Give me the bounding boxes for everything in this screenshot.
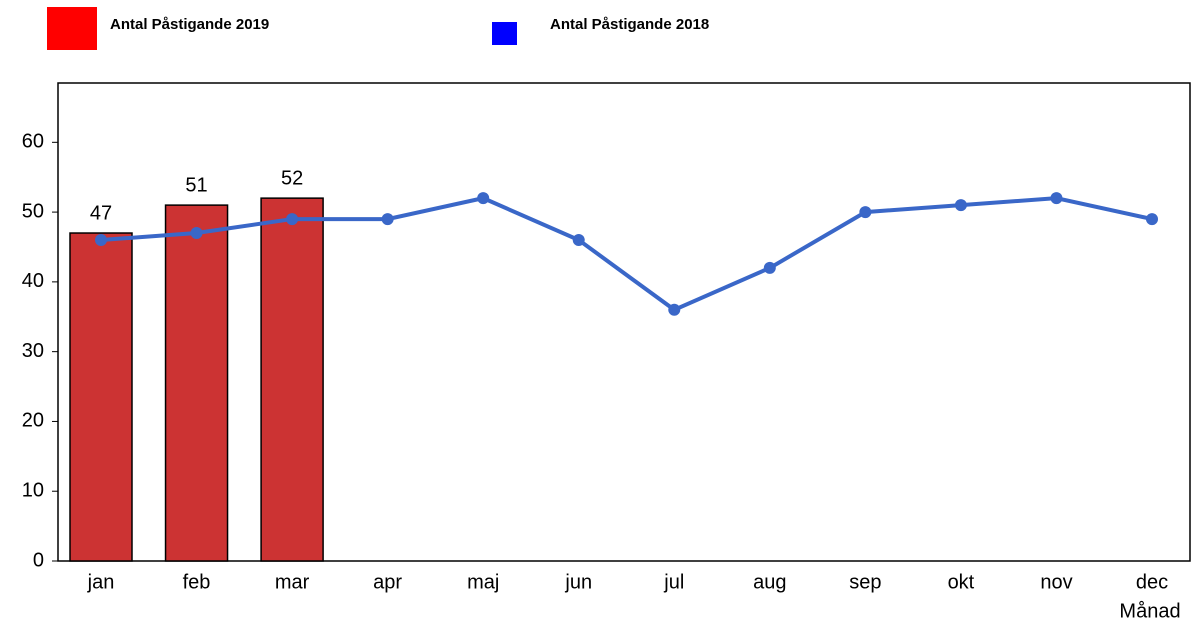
line-point — [1050, 192, 1063, 205]
line-point — [763, 261, 776, 274]
bar — [164, 204, 229, 562]
bar — [69, 232, 133, 562]
bar — [260, 197, 324, 562]
x-tick-label: sep — [849, 571, 881, 593]
data-label: 51 — [185, 174, 207, 196]
line-point — [668, 303, 681, 316]
y-tick-label: 20 — [22, 410, 44, 432]
legend-swatch — [492, 22, 517, 45]
line-point — [954, 199, 967, 212]
x-tick-label: feb — [183, 571, 211, 593]
y-tick-label: 0 — [33, 549, 44, 571]
line-point — [477, 192, 490, 205]
y-tick-label: 60 — [22, 131, 44, 153]
x-tick-label: aug — [753, 571, 786, 593]
y-tick-label: 10 — [22, 480, 44, 502]
x-tick-label: okt — [948, 571, 975, 593]
data-label: 52 — [281, 167, 303, 189]
x-tick-label: apr — [373, 571, 402, 593]
x-tick-label: jan — [87, 571, 115, 593]
line-point — [1146, 213, 1158, 226]
x-tick-label: jun — [564, 571, 592, 593]
line-point — [859, 206, 872, 219]
x-tick-label: mar — [275, 571, 310, 593]
data-label: 47 — [90, 202, 112, 224]
legend-swatch — [47, 7, 97, 50]
x-tick-label: nov — [1040, 571, 1072, 593]
line-point — [381, 213, 394, 226]
x-tick-label: jul — [663, 571, 684, 593]
legend-label: Antal Påstigande 2019 — [110, 16, 269, 33]
y-tick-label: 30 — [22, 340, 44, 362]
x-axis-title: Månad — [1119, 600, 1180, 622]
line-point — [190, 227, 203, 240]
line-point — [286, 213, 299, 226]
legend-label: Antal Påstigande 2018 — [550, 16, 709, 33]
x-tick-label: maj — [467, 571, 499, 593]
x-tick-label: dec — [1136, 571, 1168, 593]
y-tick-label: 50 — [22, 200, 44, 222]
line-point — [572, 234, 585, 247]
line-point — [95, 234, 107, 247]
line — [100, 196, 1153, 313]
plot-frame — [57, 82, 1191, 562]
y-tick-label: 40 — [22, 270, 44, 292]
